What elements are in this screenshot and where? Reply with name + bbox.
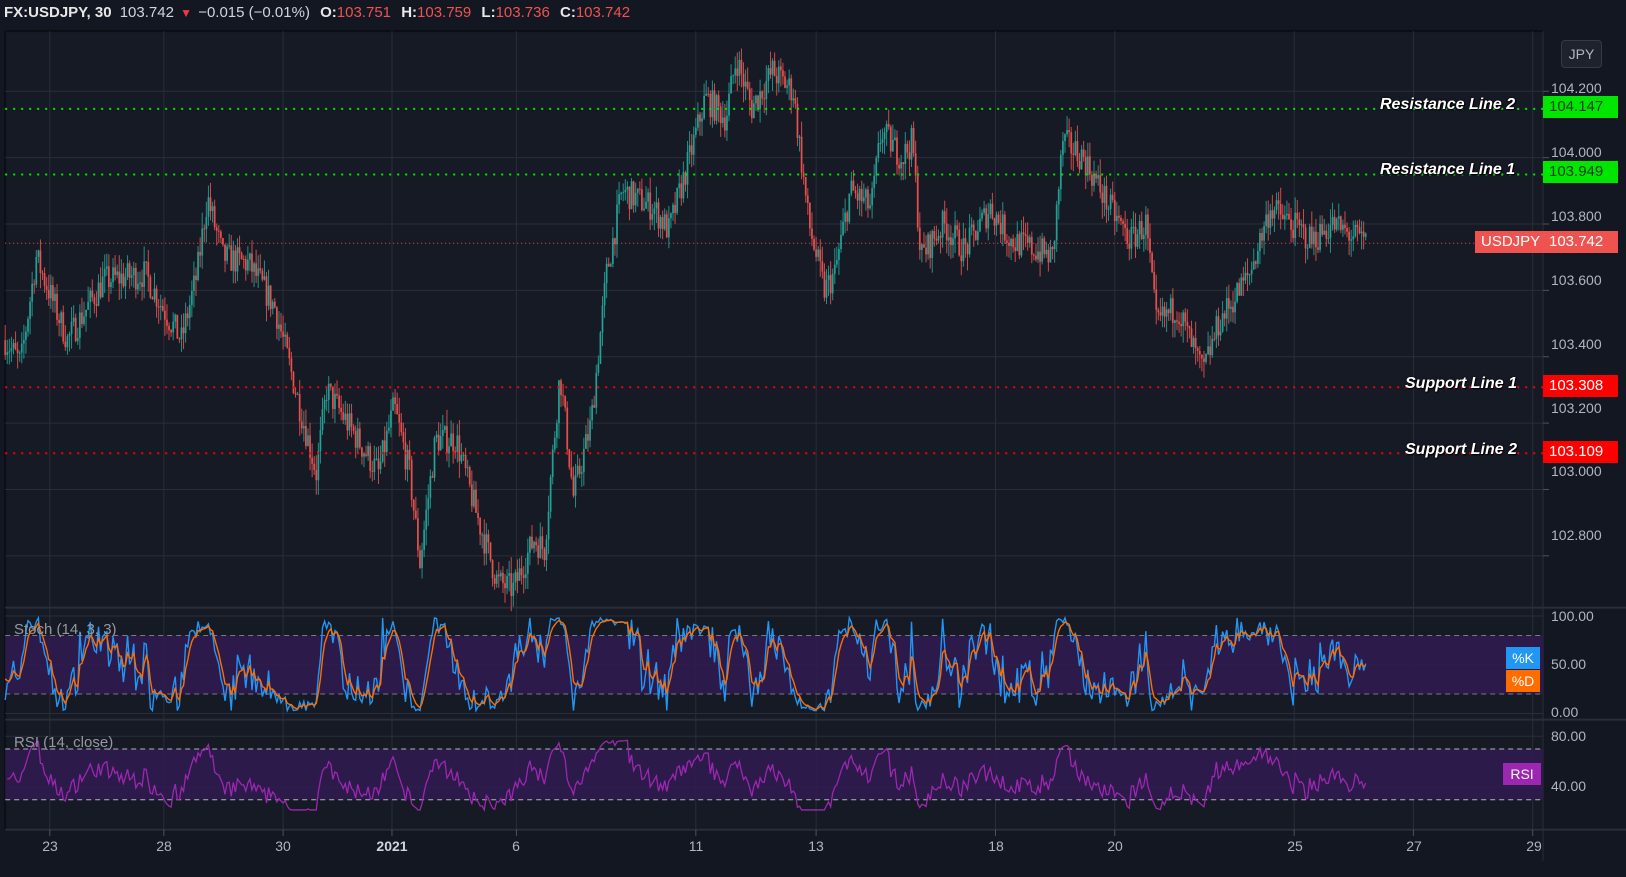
open-label: O: [320, 4, 337, 21]
support-line-2-label: Support Line 2 [1405, 441, 1517, 458]
stoch-tick: 0.00 [1551, 704, 1579, 720]
price-tick: 103.000 [1551, 463, 1602, 479]
resistance-line-1-price-tag: 103.949 [1543, 161, 1618, 183]
time-tick: 25 [1287, 838, 1303, 854]
time-tick: 23 [42, 838, 58, 854]
price-tick: 103.800 [1551, 208, 1602, 224]
high-label: H: [401, 4, 418, 21]
high-value: 103.759 [417, 4, 472, 21]
time-tick: 29 [1526, 838, 1542, 854]
stoch-tick: 100.00 [1551, 608, 1594, 624]
rsi-tick: 40.00 [1551, 778, 1587, 794]
time-tick: 30 [275, 838, 291, 854]
last-price-tag: 103.742 [1543, 231, 1618, 253]
down-arrow-icon: ▼ [180, 6, 193, 20]
time-tick: 13 [808, 838, 824, 854]
time-tick: 6 [512, 838, 520, 854]
time-tick: 18 [988, 838, 1004, 854]
time-tick-year: 2021 [376, 838, 408, 854]
price-tick: 103.400 [1551, 336, 1602, 352]
close-value: 103.742 [575, 4, 631, 21]
rsi-title[interactable]: RSI (14, close) [14, 734, 114, 751]
resistance-line-2-label: Resistance Line 2 [1380, 96, 1516, 113]
support-line-1-price-tag: 103.308 [1543, 375, 1618, 397]
price-tick: 103.200 [1551, 400, 1602, 416]
price-change: −0.015 (−0.01%) [198, 4, 310, 21]
close-label: C: [560, 4, 576, 21]
last-price: 103.742 [119, 4, 174, 21]
last-price-symbol-tag: USDJPY [1475, 231, 1547, 253]
rsi-tag: RSI [1503, 763, 1541, 785]
resistance-line-1-label: Resistance Line 1 [1380, 161, 1516, 178]
time-tick: 20 [1107, 838, 1123, 854]
price-tick: 104.000 [1551, 144, 1602, 160]
open-value: 103.751 [336, 4, 392, 21]
low-value: 103.736 [495, 4, 550, 21]
rsi-tick: 80.00 [1551, 728, 1587, 744]
low-label: L: [481, 4, 496, 21]
price-tick: 102.800 [1551, 527, 1602, 543]
symbol-header: FX:USDJPY, 30 103.742 ▼ −0.015 (−0.01%) … [0, 0, 1626, 28]
price-tick: 103.600 [1551, 272, 1602, 288]
symbol-name[interactable]: FX:USDJPY, 30 [4, 4, 112, 21]
time-tick: 28 [156, 838, 172, 854]
currency-button[interactable]: JPY [1561, 40, 1602, 68]
stoch-tick: 50.00 [1551, 656, 1587, 672]
time-tick: 27 [1406, 838, 1422, 854]
resistance-line-2-price-tag: 104.147 [1543, 96, 1618, 118]
support-line-1-label: Support Line 1 [1405, 375, 1517, 392]
stoch-title[interactable]: Stoch (14, 3, 3) [14, 621, 117, 638]
stoch-k-tag: %K [1506, 647, 1540, 669]
time-tick: 11 [688, 838, 704, 854]
price-tick: 104.200 [1551, 80, 1602, 96]
stoch-d-tag: %D [1506, 670, 1540, 692]
support-line-2-price-tag: 103.109 [1543, 441, 1618, 463]
